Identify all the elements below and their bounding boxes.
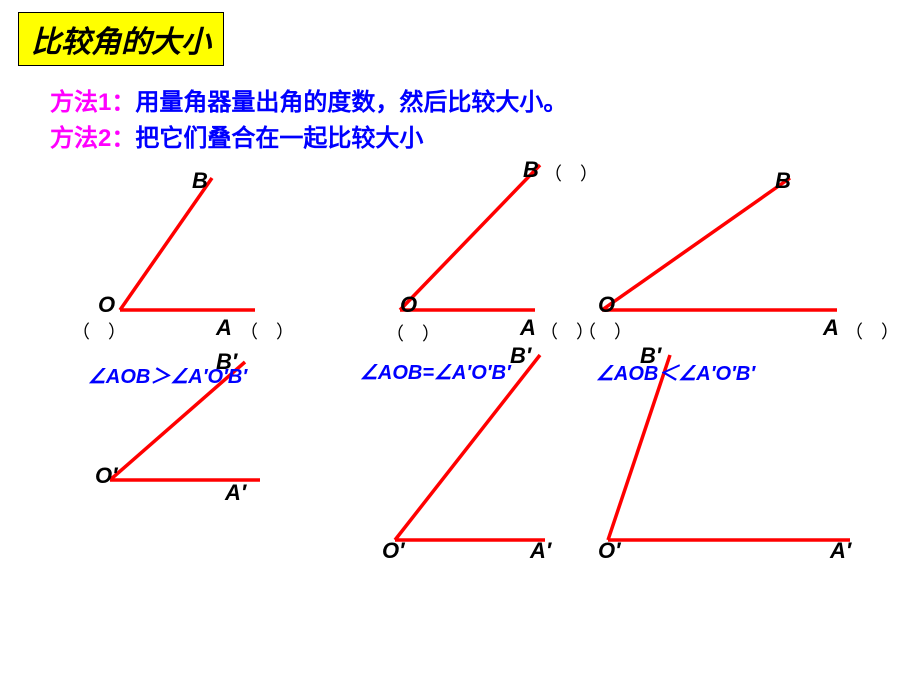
method-1-text: 用量角器量出角的度数，然后比较大小。 [135, 89, 567, 116]
label-Ap-3: A′ [830, 538, 851, 564]
angle3-OB [602, 178, 790, 310]
method-1: 方法1：用量角器量出角的度数，然后比较大小。 [50, 82, 567, 117]
paren-O-1: （ ） [72, 318, 126, 344]
label-Op-1: O′ [95, 463, 117, 489]
label-A-2: A [520, 315, 536, 341]
comparison-1: ∠AOB＞∠A′O′B′ [88, 360, 247, 389]
paren-A-1: （ ） [240, 318, 294, 344]
paren-O-3: （ ） [578, 318, 632, 344]
comparison-3: ∠AOB＜∠A′O′B′ [596, 357, 755, 386]
label-O-2: O [400, 292, 417, 318]
label-A-3: A [823, 315, 839, 341]
angle1-OB [120, 178, 212, 310]
label-A-1: A [216, 315, 232, 341]
label-B-1: B [192, 168, 208, 194]
label-Op-2: O′ [382, 538, 404, 564]
diagram-area: O A B （ ） （ ） O A B （ ） （ ） （ ） O A B （ … [0, 160, 920, 690]
paren-B-2: （ ） [544, 160, 598, 186]
label-Op-3: O′ [598, 538, 620, 564]
method-2-text: 把它们叠合在一起比较大小 [135, 125, 423, 152]
page-title: 比较角的大小 [18, 12, 224, 66]
paren-O-2: （ ） [386, 320, 440, 346]
label-Ap-2: A′ [530, 538, 551, 564]
label-B-2: B [523, 157, 539, 183]
comparison-2: ∠AOB=∠A′O′B′ [360, 360, 511, 385]
label-Bp-2: B′ [510, 343, 531, 369]
label-O-1: O [98, 292, 115, 318]
method-2-label: 方法2： [50, 125, 135, 152]
method-2: 方法2：把它们叠合在一起比较大小 [50, 118, 423, 153]
label-B-3: B [775, 168, 791, 194]
label-O-3: O [598, 292, 615, 318]
paren-A-3: （ ） [845, 318, 899, 344]
angle2-OB [400, 165, 540, 310]
angles-svg [0, 160, 920, 690]
method-1-label: 方法1： [50, 89, 135, 116]
label-Ap-1: A′ [225, 480, 246, 506]
